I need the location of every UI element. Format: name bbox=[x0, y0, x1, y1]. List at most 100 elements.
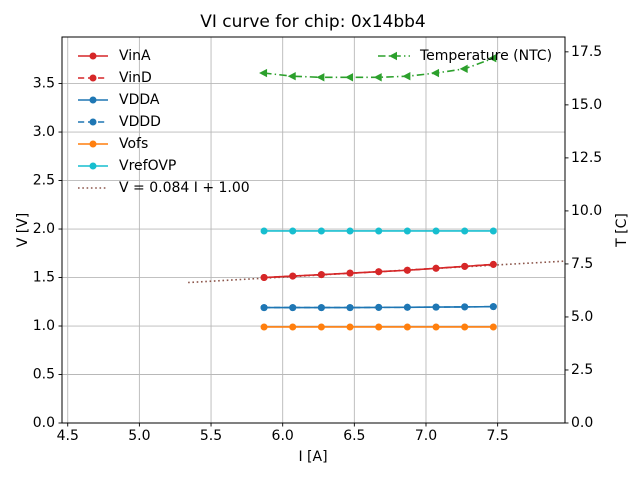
data-point-marker bbox=[289, 272, 297, 280]
data-point-marker bbox=[375, 303, 383, 311]
data-point-marker bbox=[260, 323, 268, 331]
data-point-marker bbox=[432, 227, 440, 235]
data-point-marker bbox=[432, 264, 440, 272]
y-axis-left-label: V [V] bbox=[15, 213, 31, 248]
y-left-tick-label: 1.0 bbox=[33, 318, 55, 334]
data-point-marker bbox=[346, 227, 354, 235]
data-point-marker bbox=[346, 323, 354, 331]
data-point-marker bbox=[346, 304, 354, 312]
legend-label: VrefOVP bbox=[119, 158, 176, 174]
legend-item: VDDD bbox=[78, 114, 161, 130]
data-point-marker bbox=[461, 262, 469, 270]
data-point-marker bbox=[260, 227, 268, 235]
series-vddd bbox=[260, 303, 497, 312]
y-right-tick-label: 5.0 bbox=[571, 309, 593, 325]
data-point-marker bbox=[89, 118, 97, 126]
data-point-marker bbox=[260, 274, 268, 282]
data-point-marker bbox=[373, 73, 382, 82]
data-point-marker bbox=[488, 54, 497, 63]
y-left-tick-label: 0.0 bbox=[33, 415, 55, 431]
series-vrefovp bbox=[260, 227, 497, 235]
data-point-marker bbox=[316, 73, 325, 82]
legend-item: VDDA bbox=[78, 92, 160, 108]
data-point-marker bbox=[260, 304, 268, 312]
axis-ticks: 4.5 5.0 5.5 6.0 6.5 7.0 7.5 0.0 0.5 1.0 1.5 2.0 2.5 3… bbox=[33, 44, 602, 444]
data-point-marker bbox=[346, 269, 354, 277]
data-point-marker bbox=[375, 323, 383, 331]
legend-item: VinA bbox=[78, 48, 151, 64]
y-right-tick-label: 12.5 bbox=[571, 150, 602, 166]
data-point-marker bbox=[402, 72, 411, 81]
data-point-marker bbox=[89, 140, 97, 148]
data-point-marker bbox=[489, 323, 497, 331]
y-left-tick-label: 3.5 bbox=[33, 76, 55, 92]
x-tick-label: 7.5 bbox=[487, 428, 509, 444]
data-point-marker bbox=[89, 52, 97, 60]
legend-item: VrefOVP bbox=[78, 158, 176, 174]
x-tick-label: 7.0 bbox=[415, 428, 437, 444]
y-right-tick-label: 17.5 bbox=[571, 44, 602, 60]
fit-line bbox=[188, 260, 566, 284]
data-point-marker bbox=[317, 271, 325, 279]
legend-left: VinA VinD VDDA VDDD Vofs VrefOVP V = 0.084 I +… bbox=[78, 48, 250, 196]
data-point-marker bbox=[403, 303, 411, 311]
data-point-marker bbox=[317, 304, 325, 312]
data-point-marker bbox=[289, 323, 297, 331]
data-point-marker bbox=[489, 260, 497, 268]
data-point-marker bbox=[461, 323, 469, 331]
legend-label: V = 0.084 I + 1.00 bbox=[119, 180, 250, 196]
x-tick-label: 5.5 bbox=[200, 428, 222, 444]
data-point-marker bbox=[89, 74, 97, 82]
x-tick-label: 4.5 bbox=[57, 428, 79, 444]
data-point-marker bbox=[89, 96, 97, 104]
legend-right: Temperature (NTC) bbox=[378, 48, 552, 64]
data-point-marker bbox=[317, 323, 325, 331]
x-tick-label: 6.5 bbox=[343, 428, 365, 444]
data-point-marker bbox=[431, 68, 440, 78]
data-point-marker bbox=[461, 303, 469, 311]
data-point-marker bbox=[403, 227, 411, 235]
data-point-marker bbox=[345, 73, 354, 82]
series-temperature-ntc- bbox=[259, 54, 497, 82]
legend-label: Vofs bbox=[119, 136, 148, 152]
data-point-marker bbox=[287, 72, 296, 81]
y-right-tick-label: 0.0 bbox=[571, 415, 593, 431]
y-right-tick-label: 2.5 bbox=[571, 362, 593, 378]
data-point-marker bbox=[461, 227, 469, 235]
data-point-marker bbox=[489, 303, 497, 311]
data-point-marker bbox=[403, 266, 411, 274]
data-point-marker bbox=[289, 227, 297, 235]
legend-label: VDDD bbox=[119, 114, 161, 130]
legend-item: VinD bbox=[78, 70, 152, 86]
x-axis-label: I [A] bbox=[298, 449, 327, 465]
y-left-tick-label: 0.5 bbox=[33, 367, 55, 383]
data-point-marker bbox=[317, 227, 325, 235]
legend-item: Temperature (NTC) bbox=[378, 48, 552, 64]
series-vofs bbox=[260, 323, 497, 331]
y-left-tick-label: 2.5 bbox=[33, 173, 55, 189]
data-point-marker bbox=[289, 304, 297, 312]
y-axis-right-label: T [C] bbox=[614, 213, 630, 248]
data-point-marker bbox=[89, 162, 97, 170]
data-point-marker bbox=[259, 68, 268, 78]
y-left-tick-label: 3.0 bbox=[33, 124, 55, 140]
x-tick-label: 5.0 bbox=[128, 428, 150, 444]
legend-item: V = 0.084 I + 1.00 bbox=[78, 180, 250, 196]
data-point-marker bbox=[375, 227, 383, 235]
y-left-tick-label: 1.5 bbox=[33, 270, 55, 286]
data-point-marker bbox=[489, 227, 497, 235]
legend-label: VinD bbox=[119, 70, 152, 86]
y-right-tick-label: 10.0 bbox=[571, 203, 602, 219]
legend-label: Temperature (NTC) bbox=[419, 48, 552, 64]
chart-title: VI curve for chip: 0x14bb4 bbox=[200, 12, 426, 32]
data-point-marker bbox=[432, 303, 440, 311]
y-left-tick-label: 2.0 bbox=[33, 221, 55, 237]
legend-item: Vofs bbox=[78, 136, 148, 152]
grid-lines bbox=[62, 37, 565, 423]
data-point-marker bbox=[432, 323, 440, 331]
series-vind bbox=[260, 260, 497, 282]
data-point-marker bbox=[459, 64, 468, 74]
plot-border bbox=[61, 36, 566, 424]
